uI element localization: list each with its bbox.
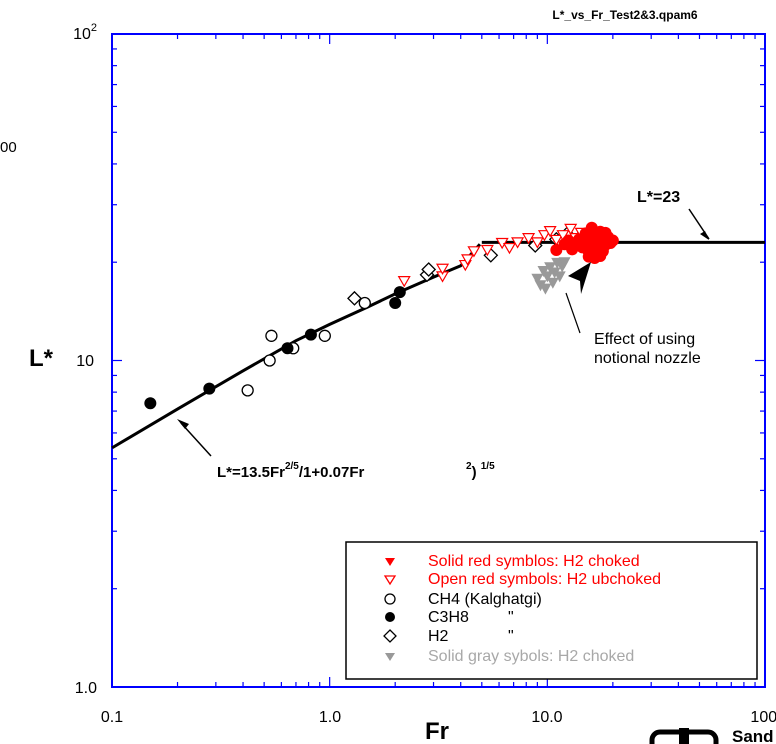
legend-marker-0	[385, 558, 395, 566]
legend-entry-1: Open red symbols: H2 ubchoked	[383, 571, 661, 588]
data-point-s3-10	[522, 233, 536, 245]
sandia-logo-text: Sand	[732, 727, 774, 744]
annotations: L*=23 Effect of using notional nozzle L*…	[177, 189, 710, 481]
data-point-s4-7	[548, 267, 561, 279]
x-axis-label: Fr	[425, 718, 449, 744]
data-point-s0-2	[265, 329, 278, 342]
data-point-s4-1	[534, 280, 547, 292]
annotation-formula: L*=13.5Fr2/5/1+0.07Fr 2) 1/5	[217, 461, 495, 481]
data-point-s1-4	[389, 297, 402, 310]
x-tick-label-0.1: 0.1	[101, 709, 123, 726]
data-point-s5-26	[594, 249, 607, 262]
data-point-s3-9	[511, 237, 525, 249]
data-point-s3-11	[530, 237, 544, 249]
x-tick-label-1: 1.0	[319, 709, 341, 726]
legend-entry-4: H2 "	[383, 628, 514, 645]
data-points	[144, 221, 619, 410]
annotation-notional-big-arrow	[568, 262, 591, 294]
legend-label-3: C3H8	[428, 609, 469, 626]
legend-marker-1	[383, 575, 397, 586]
annotation-formula-arrowhead	[177, 419, 189, 429]
legend-label-2: CH4 (Kalghatgi)	[428, 591, 542, 608]
data-point-s3-8	[502, 242, 517, 255]
data-point-s3-0	[397, 276, 411, 288]
annotation-notional-1: Effect of using	[594, 331, 695, 348]
data-point-s2-0	[347, 290, 362, 306]
data-point-s4-3	[539, 283, 552, 295]
data-point-s1-0	[144, 397, 157, 410]
data-point-s4-11	[558, 257, 571, 269]
data-point-s4-0	[531, 273, 544, 285]
data-point-s5-27	[599, 226, 612, 239]
legend-entry-3: C3H8 "	[385, 609, 514, 626]
data-point-s3-16	[564, 223, 578, 236]
data-point-s5-23	[606, 234, 619, 247]
data-point-s4-4	[541, 271, 554, 283]
data-point-s0-4	[318, 329, 331, 342]
legend-box	[345, 541, 758, 680]
annotation-l23: L*=23	[637, 189, 680, 206]
data-point-s1-2	[281, 342, 294, 355]
data-point-s3-6	[480, 244, 494, 257]
y-top-label: 102	[73, 22, 97, 43]
annotation-notional-2: notional nozzle	[594, 350, 701, 367]
legend-marker-5	[385, 653, 395, 661]
legend-marker-4	[383, 629, 397, 643]
legend-label-4: H2	[428, 628, 449, 645]
sandia-logo-bar	[679, 728, 689, 744]
minor-ticks	[112, 34, 765, 687]
y-tick-label-10: 10	[76, 353, 94, 370]
file-label: L*_vs_Fr_Test2&3.qpam6	[552, 8, 698, 22]
legend-entry-0: Solid red symblos: H2 choked	[385, 553, 640, 570]
legend-ditto-3: "	[508, 609, 514, 626]
data-point-s3-12	[537, 230, 551, 242]
data-point-s4-8	[551, 257, 564, 269]
x-tick-label-100: 100.	[750, 709, 776, 726]
annotation-formula-arrow	[180, 422, 212, 457]
data-point-s1-5	[393, 286, 406, 299]
data-point-s1-3	[304, 328, 317, 341]
legend-label-1: Open red symbols: H2 ubchoked	[428, 571, 661, 588]
legend-label-5: Solid gray sybols: H2 choked	[428, 648, 634, 665]
data-point-s4-9	[553, 271, 566, 283]
data-point-s0-0	[241, 384, 254, 397]
y-axis-label: L*	[29, 345, 54, 372]
legend-entry-5: Solid gray sybols: H2 choked	[385, 648, 634, 665]
annotation-l23-arrowhead	[700, 231, 709, 240]
annotation-notional-arrow	[565, 292, 581, 334]
data-point-s3-5	[467, 246, 481, 258]
data-point-s0-1	[263, 354, 276, 367]
cropped-left-text: 00	[0, 139, 17, 156]
sandia-logo: Sand	[649, 727, 774, 744]
legend-label-0: Solid red symblos: H2 choked	[428, 553, 640, 570]
data-point-s0-5	[358, 296, 371, 310]
data-point-s3-2	[435, 263, 450, 275]
data-point-s4-6	[546, 277, 559, 289]
legend-ditto-4: "	[508, 628, 514, 645]
legend-entry-2: CH4 (Kalghatgi)	[384, 591, 542, 608]
legend-marker-2	[384, 593, 396, 605]
data-point-s3-4	[461, 254, 475, 266]
data-point-s3-13	[543, 226, 557, 238]
x-tick-label-10: 10.0	[531, 709, 562, 726]
y-tick-label-1: 1.0	[75, 680, 97, 697]
data-point-s1-1	[203, 382, 216, 395]
legend-marker-3	[385, 612, 395, 622]
data-point-s2-2	[421, 262, 437, 277]
legend: Solid red symblos: H2 choked Open red sy…	[345, 541, 758, 680]
data-point-s3-14	[549, 234, 563, 247]
